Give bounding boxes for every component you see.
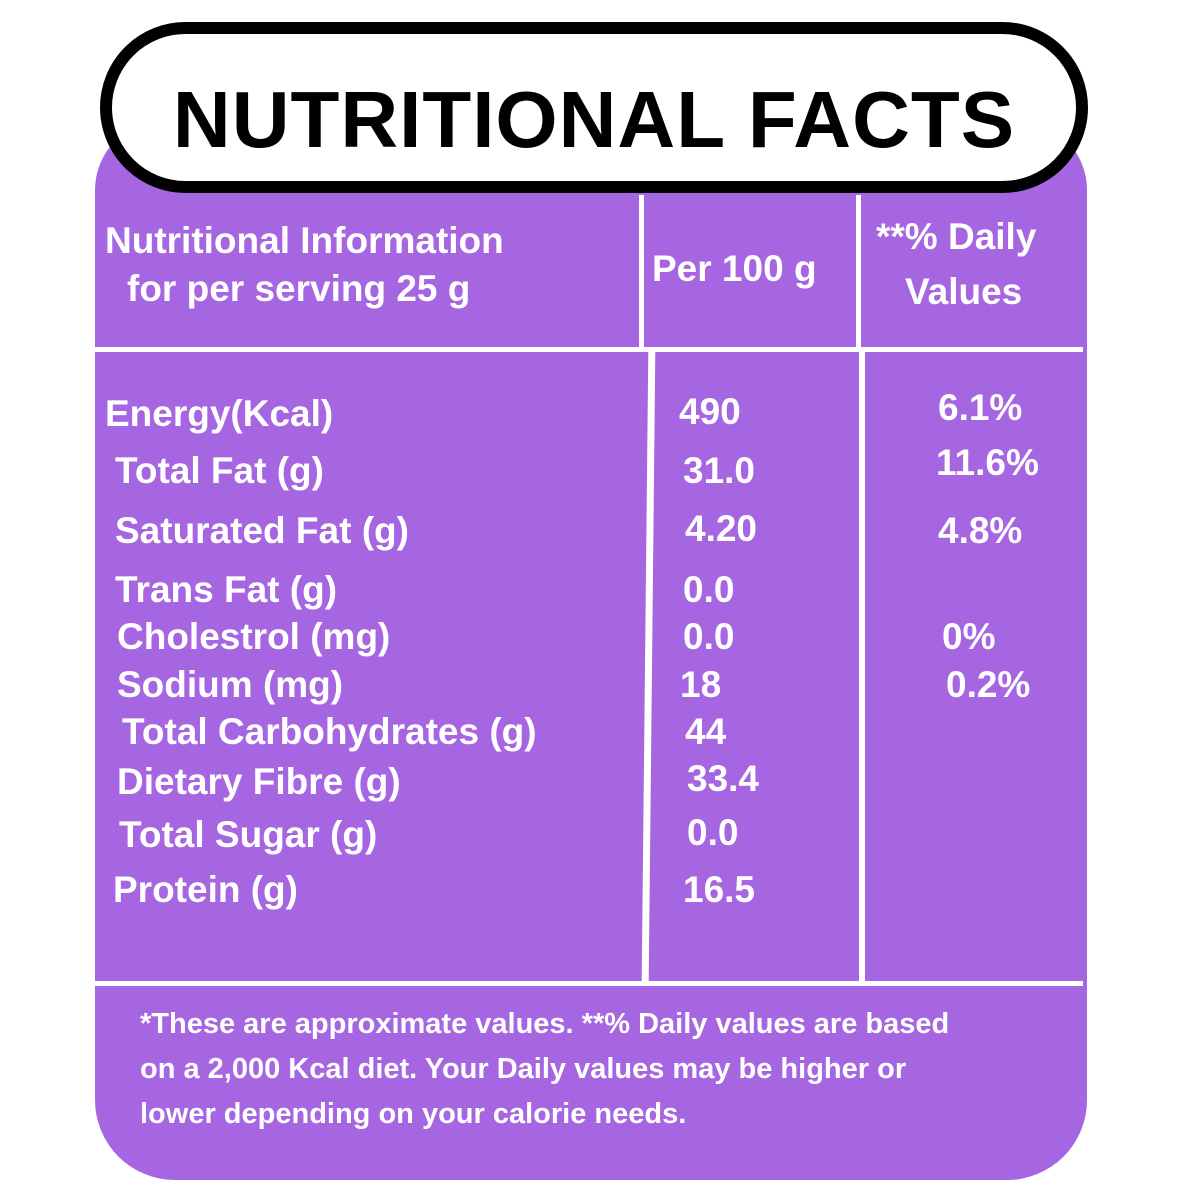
row-per100: 4.20 [685,508,758,549]
divider-vertical-2-top [856,195,861,350]
header-col3-line2: Values [905,271,1023,312]
row-dv: 4.8% [938,510,1023,551]
row-per100: 44 [685,711,727,752]
nutrition-panel [95,120,1087,1180]
row-name: Cholestrol (mg) [117,616,391,657]
row-name: Energy(Kcal) [105,393,334,434]
footnote-line1: *These are approximate values. **% Daily… [140,1008,950,1040]
row-per100: 0.0 [683,569,735,610]
header-col2: Per 100 g [652,248,817,289]
row-per100: 18 [680,664,722,705]
header-col1-line2: for per serving 25 g [127,268,471,309]
row-name: Total Sugar (g) [119,814,378,855]
footnote-line2: on a 2,000 Kcal diet. Your Daily values … [140,1053,907,1085]
row-per100: 0.0 [683,616,735,657]
row-per100: 16.5 [683,869,756,910]
row-name: Sodium (mg) [117,664,344,705]
divider-vertical-1-top [639,195,644,350]
row-dv: 11.6% [936,442,1039,483]
row-per100: 33.4 [687,758,760,799]
row-name: Saturated Fat (g) [115,510,409,551]
row-per100: 31.0 [683,450,756,491]
row-dv: 0% [942,616,996,657]
row-per100: 490 [679,391,741,432]
row-name: Total Carbohydrates (g) [122,711,537,752]
row-per100: 0.0 [687,812,739,853]
row-dv: 6.1% [938,387,1023,428]
row-name: Protein (g) [113,869,298,910]
row-name: Trans Fat (g) [115,569,338,610]
page-title: NUTRITIONAL FACTS [172,75,1016,164]
row-name: Dietary Fibre (g) [117,761,401,802]
title-banner: NUTRITIONAL FACTS [100,22,1088,193]
header-col3-line1: **% Daily [876,216,1037,257]
row-name: Total Fat (g) [115,450,324,491]
header-col1-line1: Nutritional Information [105,220,504,261]
divider-horizontal-header [95,347,1083,352]
divider-horizontal-footer [95,981,1083,986]
divider-vertical-2-bottom [859,350,865,982]
row-dv: 0.2% [946,664,1031,705]
footnote-line3: lower depending on your calorie needs. [140,1098,687,1130]
